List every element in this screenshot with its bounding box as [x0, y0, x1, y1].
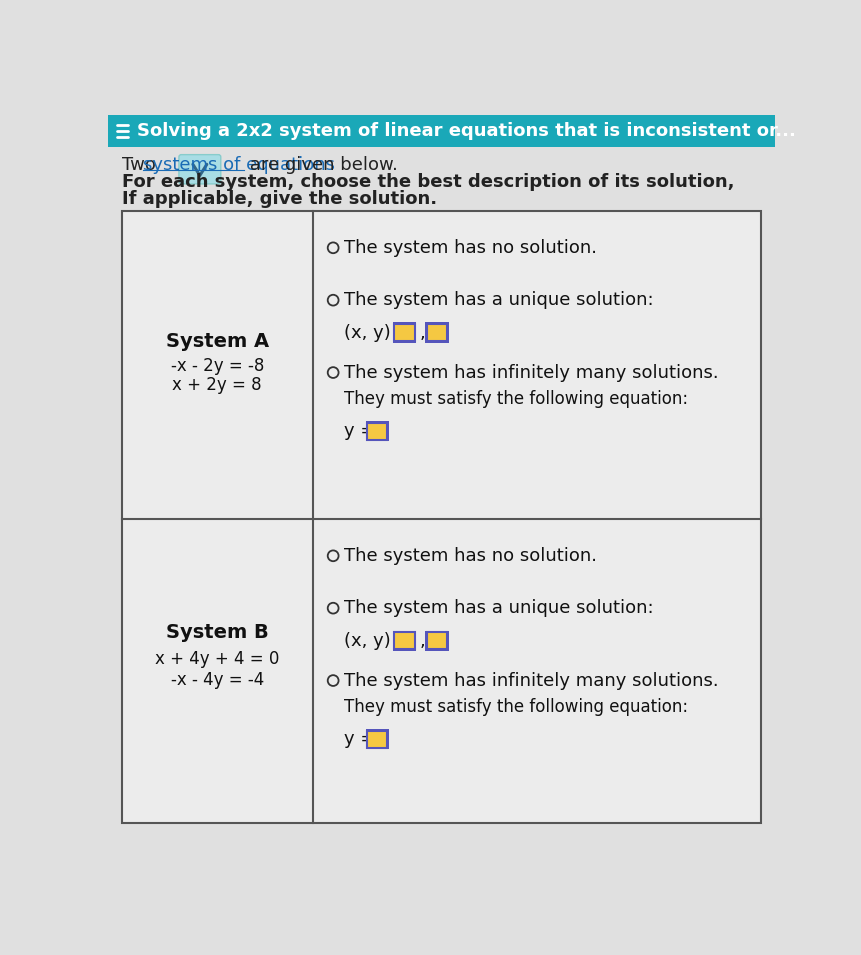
Text: The system has no solution.: The system has no solution.	[344, 239, 597, 257]
Text: Two: Two	[121, 156, 161, 174]
Text: x + 4y + 4 = 0: x + 4y + 4 = 0	[155, 650, 280, 668]
Text: The system has infinitely many solutions.: The system has infinitely many solutions…	[344, 671, 719, 690]
Text: (x, y) =: (x, y) =	[344, 324, 412, 342]
Bar	[425, 630, 449, 650]
Bar	[368, 731, 387, 748]
Text: The system has infinitely many solutions.: The system has infinitely many solutions…	[344, 364, 719, 382]
Text: They must satisfy the following equation:: They must satisfy the following equation…	[344, 390, 688, 408]
Text: The system has a unique solution:: The system has a unique solution:	[344, 599, 653, 617]
Text: ,: ,	[419, 324, 425, 342]
Text: -x - 4y = -4: -x - 4y = -4	[170, 671, 264, 690]
Text: x + 2y = 8: x + 2y = 8	[172, 376, 262, 393]
Text: For each system, choose the best description of its solution,: For each system, choose the best descrip…	[121, 173, 734, 191]
Text: y =: y =	[344, 730, 375, 748]
Bar	[425, 323, 449, 343]
FancyBboxPatch shape	[179, 155, 220, 184]
Bar	[393, 323, 416, 343]
Bar	[366, 421, 389, 441]
Bar	[121, 211, 761, 823]
Text: The system has no solution.: The system has no solution.	[344, 547, 597, 564]
Text: y =: y =	[344, 422, 375, 440]
Text: systems of equations: systems of equations	[143, 156, 335, 174]
Bar	[427, 324, 447, 341]
Text: are given below.: are given below.	[244, 156, 398, 174]
Bar	[394, 324, 414, 341]
Bar	[394, 632, 414, 649]
Bar	[368, 423, 387, 439]
Text: (x, y) =: (x, y) =	[344, 631, 412, 649]
Text: -x - 2y = -8: -x - 2y = -8	[170, 357, 264, 375]
Bar	[393, 630, 416, 650]
Text: ,: ,	[419, 631, 425, 649]
Text: If applicable, give the solution.: If applicable, give the solution.	[121, 189, 437, 207]
Text: They must satisfy the following equation:: They must satisfy the following equation…	[344, 698, 688, 715]
Bar	[427, 632, 447, 649]
Bar	[108, 115, 775, 147]
Text: System B: System B	[166, 623, 269, 642]
Text: System A: System A	[165, 332, 269, 351]
Text: The system has a unique solution:: The system has a unique solution:	[344, 291, 653, 309]
Bar	[366, 729, 389, 749]
Text: Solving a 2x2 system of linear equations that is inconsistent or...: Solving a 2x2 system of linear equations…	[137, 122, 796, 139]
